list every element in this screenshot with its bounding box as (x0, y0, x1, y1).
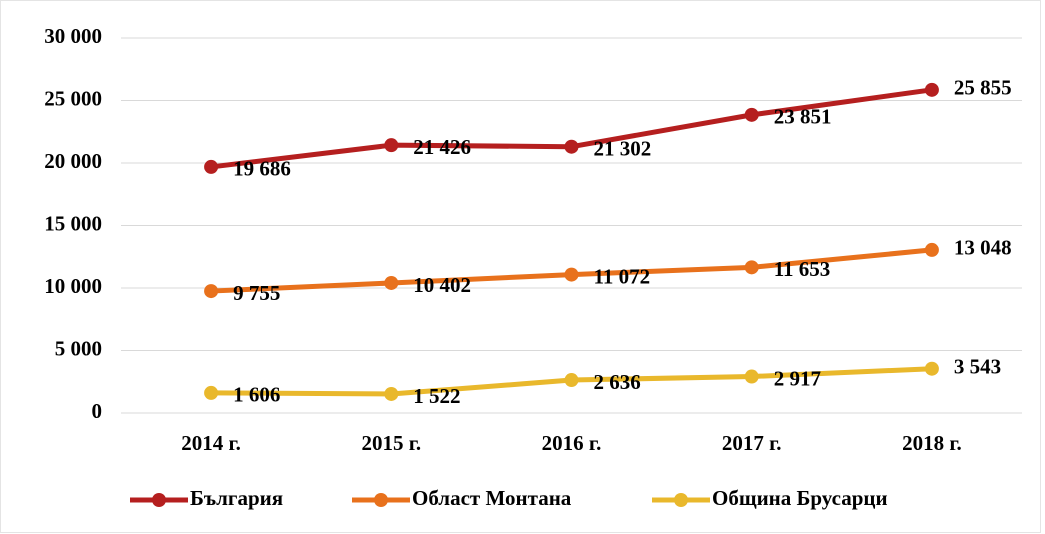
data-point (924, 242, 939, 257)
data-point (384, 275, 399, 290)
data-point (204, 385, 219, 400)
y-tick-label: 10 000 (44, 274, 102, 298)
data-label: 23 851 (774, 105, 832, 129)
data-label: 21 426 (413, 135, 471, 159)
x-tick-label: 2015 г. (361, 431, 421, 455)
y-tick-label: 0 (92, 399, 103, 423)
legend-label: Община Брусарци (712, 486, 888, 510)
data-label: 9 755 (233, 281, 280, 305)
data-label: 19 686 (233, 157, 291, 181)
legend-label: Област Монтана (412, 486, 572, 510)
data-point (564, 139, 579, 154)
legend-label: България (190, 486, 283, 510)
data-label: 25 855 (954, 76, 1012, 100)
data-point (204, 284, 219, 299)
data-label: 1 606 (233, 383, 280, 407)
data-point (924, 82, 939, 97)
legend-marker (674, 493, 688, 507)
data-point (384, 386, 399, 401)
x-tick-label: 2018 г. (902, 431, 962, 455)
data-label: 13 048 (954, 236, 1012, 260)
y-tick-label: 20 000 (44, 149, 102, 173)
data-label: 21 302 (594, 137, 652, 161)
legend-marker (152, 493, 166, 507)
data-point (204, 159, 219, 174)
data-point (744, 260, 759, 275)
data-label: 1 522 (413, 384, 460, 408)
data-point (744, 369, 759, 384)
y-tick-label: 25 000 (44, 86, 102, 110)
data-point (564, 373, 579, 388)
data-label: 11 653 (774, 257, 831, 281)
x-tick-label: 2014 г. (181, 431, 241, 455)
data-label: 2 636 (594, 370, 641, 394)
x-tick-label: 2017 г. (722, 431, 782, 455)
y-tick-label: 30 000 (44, 24, 102, 48)
data-point (924, 361, 939, 376)
data-point (744, 107, 759, 122)
data-label: 3 543 (954, 355, 1001, 379)
data-label: 11 072 (594, 264, 651, 288)
data-label: 10 402 (413, 273, 471, 297)
x-tick-label: 2016 г. (542, 431, 602, 455)
data-point (384, 138, 399, 153)
y-tick-label: 15 000 (44, 211, 102, 235)
legend-marker (374, 493, 388, 507)
y-tick-label: 5 000 (55, 336, 102, 360)
data-point (564, 267, 579, 282)
data-label: 2 917 (774, 366, 821, 390)
